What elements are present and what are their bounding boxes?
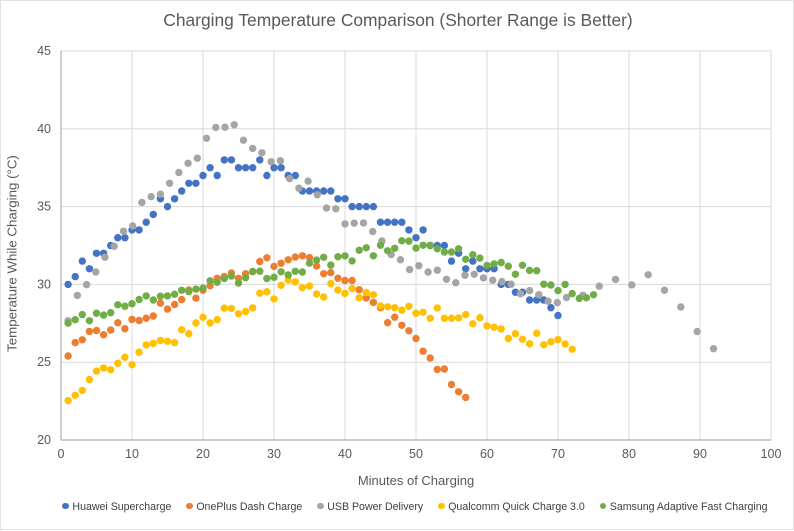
svg-text:50: 50	[409, 447, 423, 461]
svg-text:40: 40	[338, 447, 352, 461]
svg-text:0: 0	[58, 447, 65, 461]
svg-text:35: 35	[37, 200, 51, 214]
svg-text:45: 45	[37, 44, 51, 58]
svg-text:10: 10	[125, 447, 139, 461]
svg-text:90: 90	[693, 447, 707, 461]
svg-text:20: 20	[37, 433, 51, 447]
svg-text:25: 25	[37, 355, 51, 369]
svg-text:30: 30	[267, 447, 281, 461]
svg-text:40: 40	[37, 122, 51, 136]
svg-text:20: 20	[196, 447, 210, 461]
svg-text:30: 30	[37, 277, 51, 291]
svg-text:80: 80	[622, 447, 636, 461]
svg-text:60: 60	[480, 447, 494, 461]
svg-text:70: 70	[551, 447, 565, 461]
svg-text:100: 100	[761, 447, 782, 461]
